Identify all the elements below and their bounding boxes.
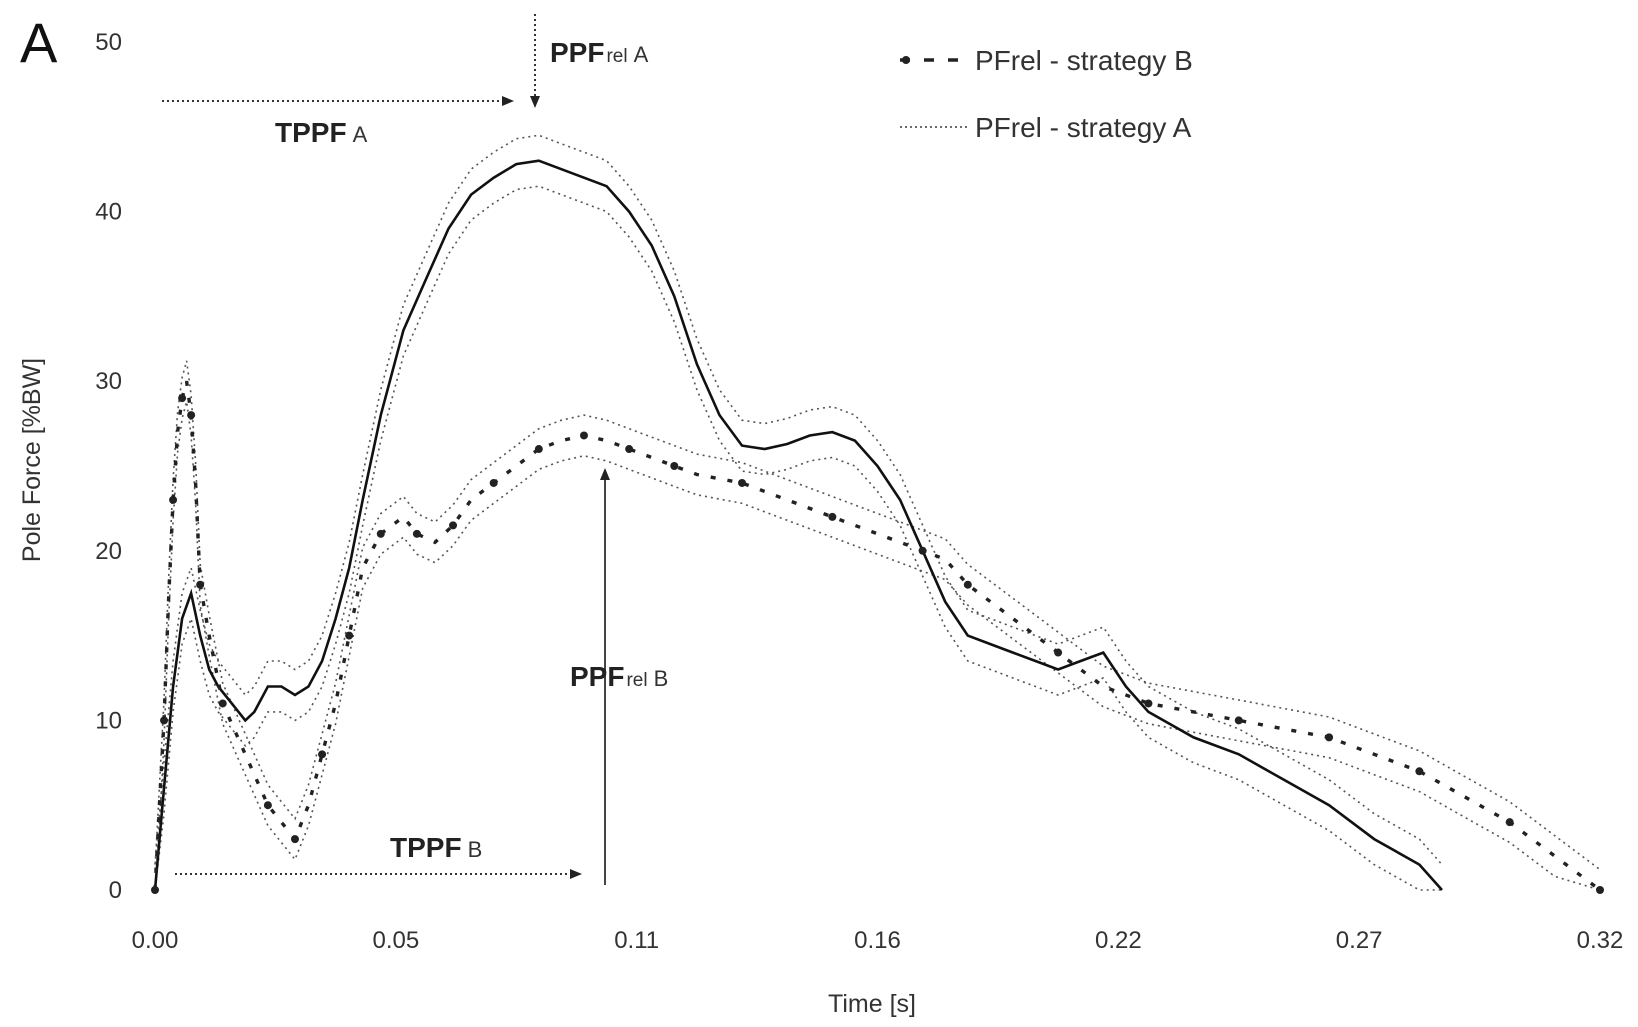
strategy-b-point xyxy=(218,699,227,708)
legend-strategy-b-label: PFrel - strategy B xyxy=(975,45,1193,76)
x-tick-label: 0.27 xyxy=(1336,927,1383,954)
strategy-b-point xyxy=(290,835,299,844)
strategy-a-band-lower xyxy=(154,185,1442,891)
strategy-b-point xyxy=(449,521,458,530)
strategy-b-point xyxy=(196,580,205,589)
strategy-b-point xyxy=(489,478,498,487)
strategy-b-point xyxy=(151,886,159,894)
strategy-a-band-upper xyxy=(154,134,1443,866)
strategy-b-point xyxy=(412,529,421,538)
strategy-b-markers xyxy=(151,394,1604,894)
x-tick-label: 0.05 xyxy=(372,927,419,954)
strategy-b-point xyxy=(1325,733,1334,742)
y-axis-ticks: 0 10 20 30 40 50 xyxy=(95,29,122,904)
x-axis-ticks: 0.00 0.05 0.11 0.16 0.22 0.27 0.32 xyxy=(132,927,1624,954)
series-lines xyxy=(151,159,1604,894)
panel-label: A xyxy=(20,11,58,74)
strategy-b-point xyxy=(1415,767,1424,776)
strategy-b-point xyxy=(263,801,272,810)
annotations: PPF rel A TPPF A PPF rel B TPPF B xyxy=(162,14,668,885)
strategy-b-point xyxy=(1054,648,1063,657)
strategy-b-band-upper xyxy=(154,360,1601,871)
strategy-b-point xyxy=(1144,699,1153,708)
strategy-b-point xyxy=(534,445,543,454)
y-axis-label: Pole Force [%BW] xyxy=(18,358,46,562)
tppf-a-label: TPPF A xyxy=(275,117,368,148)
ppf-a-label: PPF rel A xyxy=(550,37,649,68)
strategy-b-point xyxy=(579,431,588,440)
x-tick-label: 0.11 xyxy=(614,927,659,954)
strategy-b-point xyxy=(318,750,327,759)
strategy-b-point xyxy=(376,529,385,538)
strategy-b-point xyxy=(345,631,354,640)
x-tick-label: 0.22 xyxy=(1095,927,1142,954)
strategy-b-point xyxy=(738,478,747,487)
strategy-b-point xyxy=(828,512,837,521)
strategy-b-point xyxy=(1596,886,1604,894)
strategy-b-point xyxy=(169,495,178,504)
y-tick-label: 30 xyxy=(95,368,122,395)
strategy-b-band-lower xyxy=(154,401,1601,891)
x-tick-label: 0.00 xyxy=(132,927,179,954)
tppf-b-label: TPPF B xyxy=(390,832,482,863)
y-tick-label: 10 xyxy=(95,707,122,734)
legend-strategy-a-label: PFrel - strategy A xyxy=(975,112,1192,143)
strategy-b-point xyxy=(178,394,187,403)
strategy-b-point xyxy=(187,411,196,420)
x-tick-label: 0.16 xyxy=(854,927,901,954)
legend-strategy-b-marker xyxy=(902,56,910,64)
strategy-a-line xyxy=(153,159,1443,891)
strategy-b-point xyxy=(963,580,972,589)
strategy-b-point xyxy=(670,462,679,470)
strategy-b-point xyxy=(160,716,169,725)
strategy-b-point xyxy=(918,546,927,555)
y-tick-label: 50 xyxy=(95,29,122,56)
x-axis-label: Time [s] xyxy=(828,990,916,1018)
y-tick-label: 20 xyxy=(95,538,122,565)
ppf-b-label: PPF rel B xyxy=(570,661,668,692)
x-tick-label: 0.32 xyxy=(1577,927,1624,954)
strategy-b-point xyxy=(1234,716,1243,725)
strategy-b-point xyxy=(1505,818,1514,827)
variance-bands xyxy=(154,134,1601,891)
y-tick-label: 40 xyxy=(95,199,122,226)
legend: PFrel - strategy B PFrel - strategy A xyxy=(900,45,1193,143)
strategy-b-line xyxy=(153,380,1602,892)
y-tick-label: 0 xyxy=(109,877,122,904)
strategy-b-point xyxy=(625,445,634,454)
